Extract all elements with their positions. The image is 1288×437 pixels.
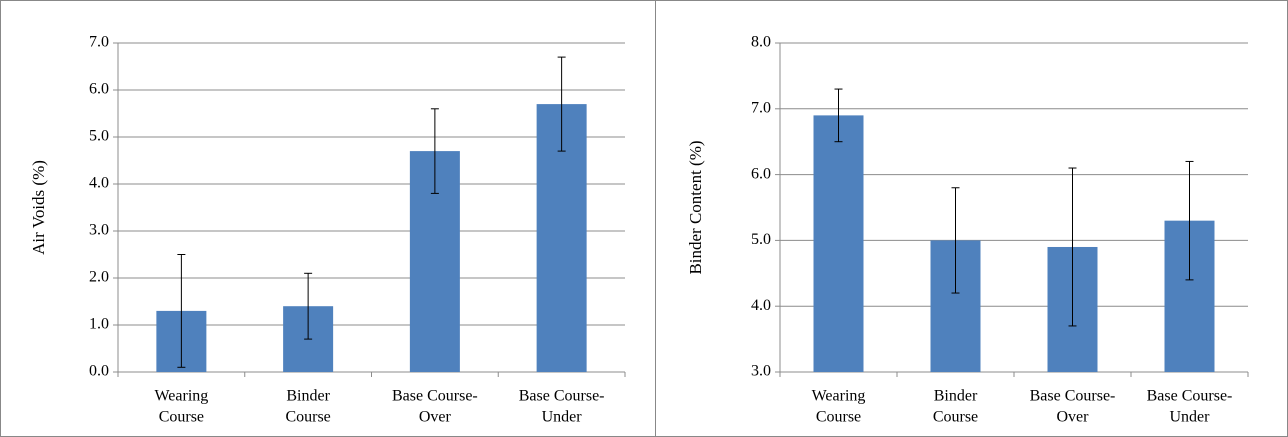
y-tick-label: 5.0 (751, 231, 771, 248)
y-tick-label: 7.0 (751, 99, 771, 116)
x-tick-label: Course (933, 409, 978, 426)
x-tick-label: Over (1057, 409, 1090, 426)
x-tick-label: Wearing (812, 388, 866, 405)
y-tick-label: 5.0 (89, 128, 109, 145)
bar (813, 115, 864, 372)
x-tick-label: Base Course- (1030, 388, 1116, 405)
x-tick-label: Under (1170, 409, 1211, 426)
x-tick-label: Binder (934, 388, 978, 405)
x-tick-label: Course (159, 409, 204, 426)
y-tick-label: 3.0 (751, 363, 771, 380)
y-tick-label: 7.0 (89, 34, 109, 51)
x-tick-label: Over (419, 409, 452, 426)
y-tick-label: 0.0 (89, 363, 109, 380)
y-tick-label: 2.0 (89, 269, 109, 286)
x-tick-label: Base Course- (519, 388, 605, 405)
y-tick-label: 6.0 (89, 81, 109, 98)
x-tick-label: Base Course- (1147, 388, 1233, 405)
x-tick-label: Course (285, 409, 330, 426)
y-tick-label: 3.0 (89, 222, 109, 239)
y-tick-label: 6.0 (751, 165, 771, 182)
x-tick-label: Under (542, 409, 583, 426)
y-axis-label: Air Voids (%) (29, 160, 48, 255)
y-tick-label: 8.0 (751, 34, 771, 51)
x-tick-label: Course (816, 409, 861, 426)
x-tick-label: Wearing (154, 388, 208, 405)
y-axis-label: Binder Content (%) (686, 140, 705, 274)
y-tick-label: 1.0 (89, 316, 109, 333)
y-tick-label: 4.0 (751, 297, 771, 314)
y-tick-label: 4.0 (89, 175, 109, 192)
x-tick-label: Base Course- (392, 388, 478, 405)
x-tick-label: Binder (286, 388, 330, 405)
